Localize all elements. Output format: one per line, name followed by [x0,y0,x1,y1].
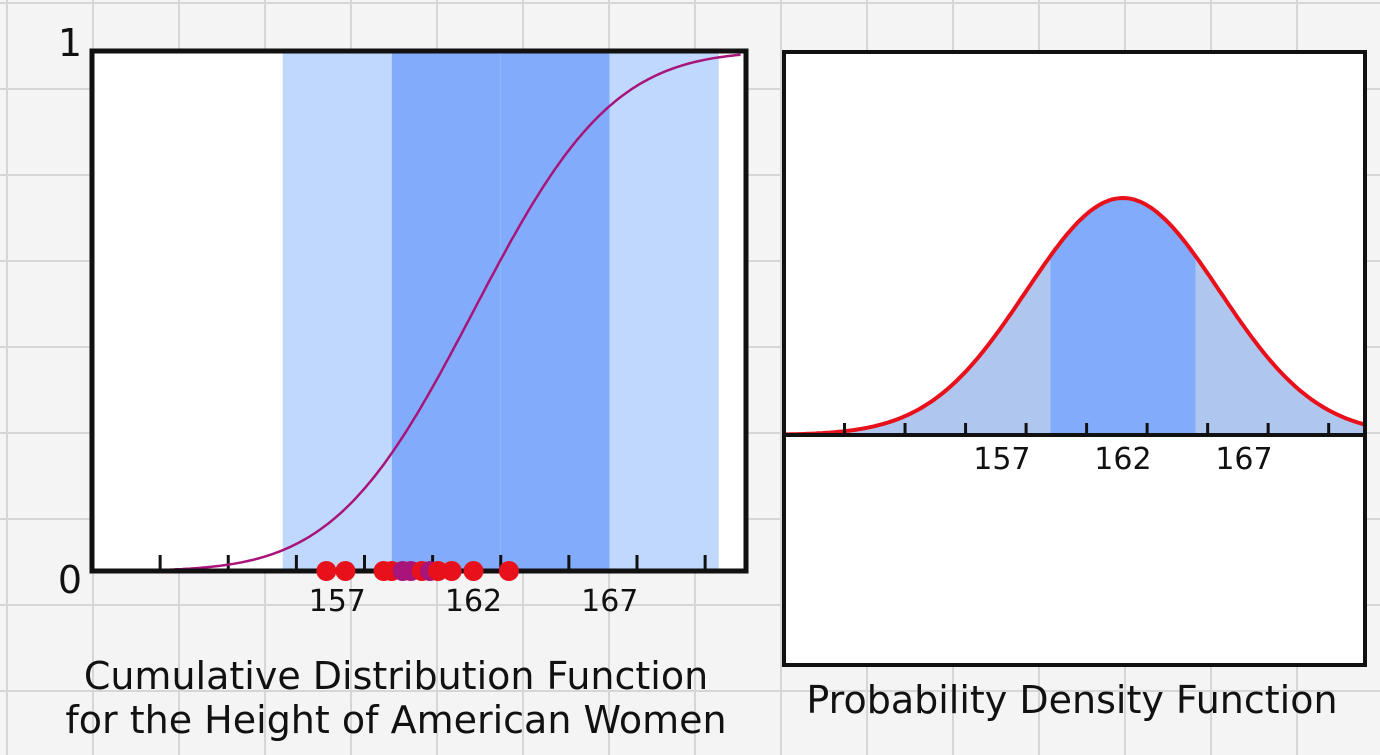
cdf-x-tick-label: 157 [309,584,366,619]
pdf-x-tick-labels: 157 162 167 [973,442,1272,477]
pdf-region-0 [784,256,1051,435]
pdf-region-2 [1195,256,1365,435]
pdf-x-tick-label: 167 [1215,442,1272,477]
cdf-band-1 [391,51,501,571]
pdf-x-tick-label: 157 [973,442,1030,477]
pdf-chart: 157 162 167 [782,50,1367,667]
pdf-curve [783,195,1366,437]
cdf-ticks [158,555,707,571]
cdf-x-tick-label: 162 [445,584,502,619]
pdf-title: Probability Density Function [806,678,1338,722]
cdf-x-tick-label: 167 [581,584,638,619]
cdf-title: Cumulative Distribution Function for the… [40,654,752,742]
cdf-title-line-1: Cumulative Distribution Function [83,654,709,698]
cdf-y-tick-label-1: 1 [58,21,82,65]
cdf-sample-point [335,561,356,581]
pdf-frame [782,50,1367,667]
cdf-band-2 [500,51,610,571]
cdf-title-line-2: for the Height of American Women [65,698,727,742]
cdf-sample-point [463,561,484,581]
cdf-band-3 [609,51,719,571]
cdf-x-tick-labels: 157 162 167 [309,584,639,619]
cdf-band-0 [282,51,392,571]
cdf-sample-point [441,561,462,581]
pdf-x-tick-label: 162 [1094,442,1151,477]
cdf-bands [282,51,719,571]
cdf-chart: 157 162 167 1 0 [58,21,749,619]
cdf-sample-points [316,561,519,581]
cdf-sample-point [498,561,519,581]
cdf-curve [160,53,741,572]
pdf-shaded-regions [784,198,1365,435]
cdf-y-tick-label-0: 0 [58,558,82,602]
pdf-region-1 [1050,198,1196,435]
cdf-sample-point [316,561,337,581]
